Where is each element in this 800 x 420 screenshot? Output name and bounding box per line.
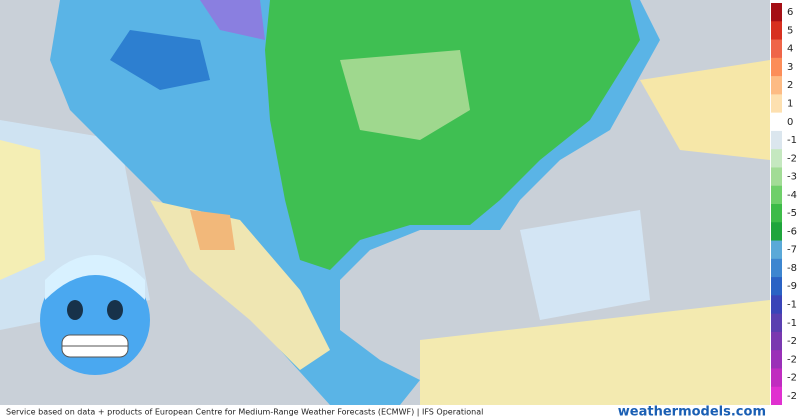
credit: Service based on data + products of Euro… (6, 408, 483, 417)
colorbar-swatch (771, 222, 782, 242)
ocean-anomaly (520, 210, 650, 320)
colorbar: 6 5 4 3 2 1 0 -1 -2 -3 -4 -5 -6 -7 -8 -9 -1 -1 -2 -2 -2 -2 (770, 0, 800, 406)
colorbar-swatch (771, 204, 782, 223)
colorbar-label: 5 (787, 25, 793, 36)
colorbar-label: 0 (787, 117, 793, 128)
colorbar-swatch (771, 57, 782, 77)
colorbar-label: -7 (787, 245, 797, 256)
colorbar-label: 4 (787, 44, 793, 55)
colorbar-label: -2 (787, 354, 797, 365)
colorbar-swatch (771, 277, 782, 296)
colorbar-swatch (771, 76, 782, 95)
colorbar-label: -8 (787, 263, 797, 274)
colorbar-swatch (771, 112, 782, 132)
emoji-ice (45, 255, 145, 300)
map (0, 0, 770, 405)
colorbar-label: 1 (787, 99, 793, 110)
colorbar-label: -1 (787, 318, 797, 329)
colorbar-label: 2 (787, 80, 793, 91)
emoji-eye (67, 300, 83, 320)
warm-anomaly (640, 60, 770, 160)
colorbar-label: -3 (787, 172, 797, 183)
colorbar-label: -2 (787, 391, 797, 402)
colorbar-label: 3 (787, 62, 793, 73)
mexico (150, 200, 330, 370)
colorbar-label: -2 (787, 153, 797, 164)
colorbar-swatch (771, 94, 782, 114)
colorbar-label: -2 (787, 336, 797, 347)
colorbar-swatch (771, 295, 782, 315)
colorbar-label: -9 (787, 281, 797, 292)
colorbar-label: -1 (787, 135, 797, 146)
colorbar-label: -2 (787, 373, 797, 384)
colorbar-swatch (771, 39, 782, 59)
colorbar-label: -4 (787, 190, 797, 201)
warm-spot (190, 210, 235, 250)
colorbar-swatch (771, 240, 782, 260)
colorbar-swatch (771, 167, 782, 187)
emoji-eye (107, 300, 123, 320)
colorbar-swatch (771, 313, 782, 333)
colorbar-label: -5 (787, 208, 797, 219)
cold-anomaly (200, 0, 265, 40)
site-name: weathermodels.com (618, 405, 766, 420)
colorbar-swatch (771, 3, 782, 22)
colorbar-swatch (771, 21, 782, 41)
cold-spot (110, 30, 210, 90)
colorbar-swatch (771, 368, 782, 388)
colorbar-label: -6 (787, 226, 797, 237)
colorbar-label: 6 (787, 7, 793, 18)
emoji (40, 255, 150, 375)
footer-bar (0, 405, 800, 420)
warm-anomaly (420, 300, 770, 405)
land-light (340, 50, 470, 140)
colorbar-swatch (771, 185, 782, 205)
colorbar-swatch (771, 130, 782, 150)
colorbar-swatch (771, 386, 782, 406)
colorbar-swatch (771, 258, 782, 278)
warm-anomaly (0, 140, 45, 280)
colorbar-label: -1 (787, 300, 797, 311)
colorbar-swatch (771, 350, 782, 369)
colorbar-swatch (771, 149, 782, 168)
colorbar-swatch (771, 331, 782, 351)
